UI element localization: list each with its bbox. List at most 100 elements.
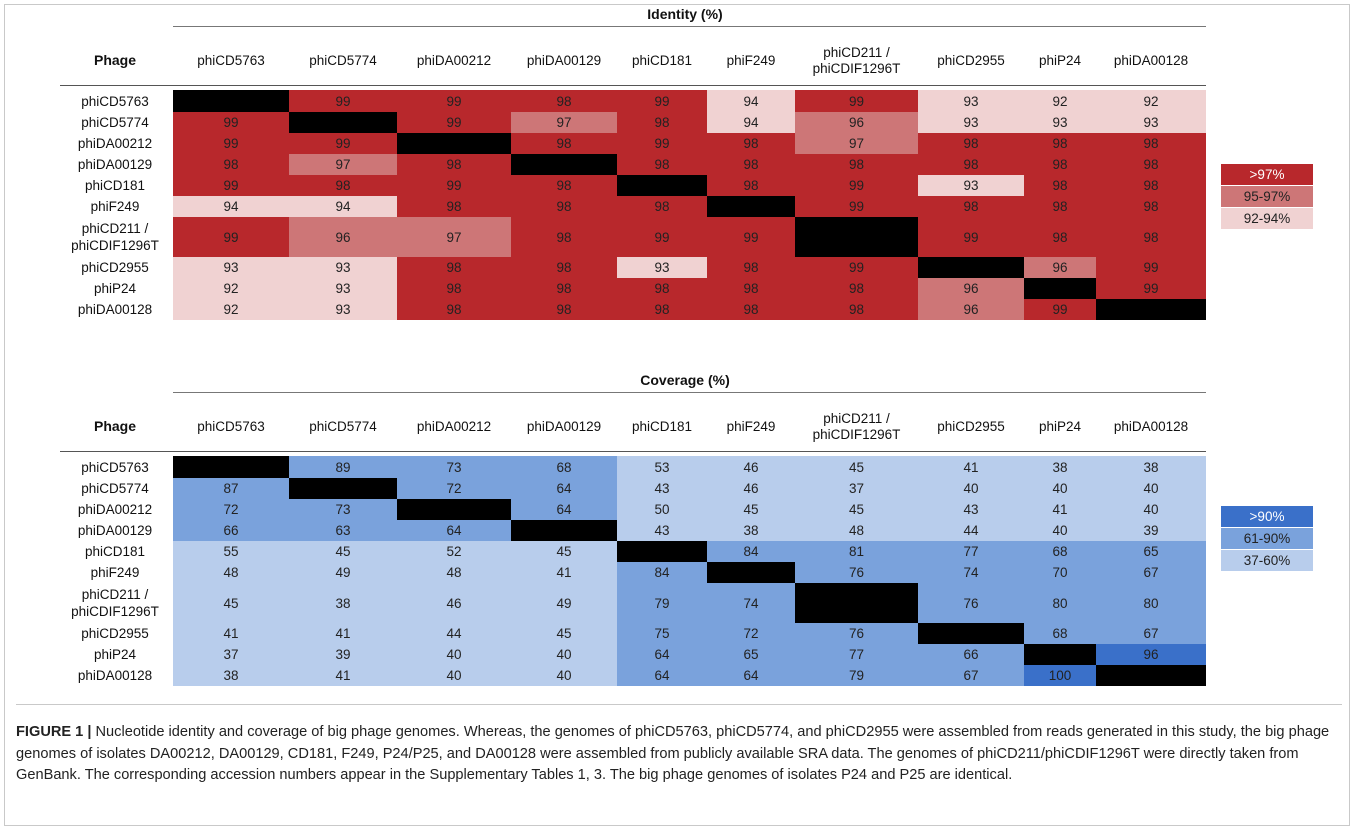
- coverage-cell: 40: [1024, 478, 1096, 499]
- coverage-row-label: phiDA00212: [77, 502, 153, 517]
- coverage-col-label: phiCD211 / phiCDIF1296T: [812, 411, 901, 442]
- identity-phage-header: Phage: [93, 52, 136, 68]
- identity-cell: 93: [289, 278, 397, 299]
- identity-cell: 93: [1096, 112, 1206, 133]
- coverage-cell: 68: [511, 456, 617, 478]
- coverage-cell: 67: [1096, 562, 1206, 583]
- coverage-cell: 79: [795, 665, 918, 686]
- caption-text: Nucleotide identity and coverage of big …: [16, 724, 1330, 783]
- coverage-cell: 41: [289, 665, 397, 686]
- identity-cell: 92: [173, 278, 289, 299]
- coverage-cell: 40: [1024, 520, 1096, 541]
- coverage-cell: 39: [289, 644, 397, 665]
- coverage-cell: 41: [1024, 499, 1096, 520]
- coverage-title: Coverage (%): [640, 372, 730, 388]
- coverage-cell: 44: [397, 623, 511, 644]
- identity-diagonal-cell: [707, 196, 795, 217]
- identity-col-label: phiP24: [1038, 53, 1082, 68]
- coverage-cell: 52: [397, 541, 511, 562]
- identity-cell: 98: [511, 196, 617, 217]
- coverage-cell: 48: [397, 562, 511, 583]
- identity-cell: 98: [707, 154, 795, 175]
- coverage-cell: 67: [1096, 623, 1206, 644]
- identity-cell: 98: [1024, 175, 1096, 196]
- identity-title: Identity (%): [647, 6, 723, 22]
- coverage-cell: 38: [173, 665, 289, 686]
- identity-cell: 98: [707, 278, 795, 299]
- identity-col-label: phiDA00212: [416, 53, 492, 68]
- coverage-cell: 38: [1024, 456, 1096, 478]
- identity-row-label: phiCD211 / phiCDIF1296T: [71, 221, 159, 253]
- coverage-cell: 41: [511, 562, 617, 583]
- identity-cell: 93: [289, 257, 397, 278]
- identity-row-label: phiF249: [90, 199, 140, 214]
- coverage-col-label: phiP24: [1038, 419, 1082, 434]
- identity-cell: 99: [1024, 299, 1096, 320]
- coverage-row-label: phiF249: [90, 565, 140, 580]
- coverage-cell: 40: [918, 478, 1024, 499]
- identity-diagonal-cell: [397, 133, 511, 154]
- identity-col-label: phiCD211 / phiCDIF1296T: [812, 45, 901, 76]
- identity-cell: 98: [1096, 154, 1206, 175]
- coverage-cell: 81: [795, 541, 918, 562]
- identity-cell: 98: [511, 278, 617, 299]
- identity-cell: 99: [795, 196, 918, 217]
- coverage-diagonal-cell: [173, 456, 289, 478]
- coverage-cell: 68: [1024, 623, 1096, 644]
- identity-diagonal-cell: [173, 90, 289, 112]
- coverage-cell: 73: [289, 499, 397, 520]
- identity-cell: 98: [1096, 196, 1206, 217]
- identity-cell: 99: [707, 217, 795, 257]
- identity-row-label: phiDA00128: [77, 302, 153, 317]
- coverage-legend-item: >90%: [1221, 506, 1313, 527]
- identity-diagonal-cell: [795, 217, 918, 257]
- coverage-cell: 49: [289, 562, 397, 583]
- coverage-cell: 84: [617, 562, 707, 583]
- coverage-cell: 73: [397, 456, 511, 478]
- identity-cell: 98: [397, 278, 511, 299]
- identity-cell: 93: [173, 257, 289, 278]
- identity-cell: 98: [1024, 196, 1096, 217]
- identity-diagonal-cell: [289, 112, 397, 133]
- coverage-cell: 67: [918, 665, 1024, 686]
- coverage-col-label: phiF249: [726, 419, 776, 434]
- coverage-cell: 43: [617, 478, 707, 499]
- coverage-col-label: phiDA00128: [1113, 419, 1189, 434]
- identity-cell: 98: [795, 299, 918, 320]
- coverage-row-label: phiP24: [93, 647, 137, 662]
- coverage-cell: 74: [707, 583, 795, 623]
- identity-cell: 99: [795, 175, 918, 196]
- caption-label: FIGURE 1 |: [16, 724, 92, 740]
- coverage-cell: 80: [1096, 583, 1206, 623]
- coverage-row-label: phiCD181: [84, 544, 146, 559]
- coverage-cell: 68: [1024, 541, 1096, 562]
- identity-cell: 98: [397, 257, 511, 278]
- identity-cell: 94: [707, 90, 795, 112]
- coverage-diagonal-cell: [289, 478, 397, 499]
- coverage-diagonal-cell: [511, 520, 617, 541]
- coverage-cell: 39: [1096, 520, 1206, 541]
- identity-cell: 96: [1024, 257, 1096, 278]
- identity-row-label: phiDA00212: [77, 136, 153, 151]
- identity-cell: 96: [795, 112, 918, 133]
- identity-cell: 99: [397, 112, 511, 133]
- identity-cell: 98: [918, 133, 1024, 154]
- identity-cell: 99: [173, 112, 289, 133]
- identity-cell: 98: [289, 175, 397, 196]
- identity-col-label: phiDA00128: [1113, 53, 1189, 68]
- coverage-cell: 76: [795, 623, 918, 644]
- coverage-cell: 45: [795, 456, 918, 478]
- identity-row-label: phiP24: [93, 281, 137, 296]
- coverage-cell: 46: [397, 583, 511, 623]
- identity-header-rule: [60, 85, 1206, 86]
- coverage-cell: 37: [173, 644, 289, 665]
- identity-diagonal-cell: [1024, 278, 1096, 299]
- coverage-cell: 55: [173, 541, 289, 562]
- coverage-cell: 40: [511, 644, 617, 665]
- coverage-cell: 77: [918, 541, 1024, 562]
- coverage-cell: 84: [707, 541, 795, 562]
- caption-divider: [16, 704, 1342, 705]
- identity-cell: 99: [397, 175, 511, 196]
- identity-cell: 98: [511, 299, 617, 320]
- coverage-cell: 77: [795, 644, 918, 665]
